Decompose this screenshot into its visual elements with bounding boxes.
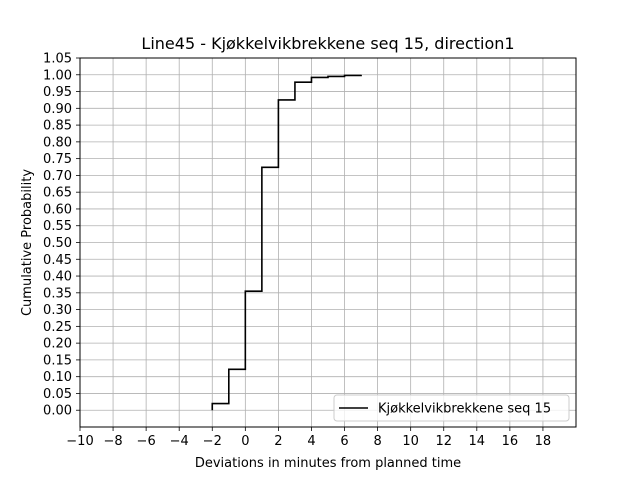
x-tick-label: 4	[307, 434, 315, 449]
legend-box	[333, 394, 570, 422]
series-line	[211, 74, 362, 411]
y-tick-label: 1.05	[43, 52, 72, 67]
chart-title: Line45 - Kjøkkelvikbrekkene seq 15, dire…	[141, 34, 514, 53]
y-tick-label: 0.35	[43, 286, 72, 301]
x-axis-ticks: −10 −8 −6 −4 −2 0 2 4 6 8 10 12 14 16 18	[66, 427, 551, 449]
y-tick-label: 0.20	[43, 337, 72, 352]
x-tick-label: 0	[241, 434, 249, 449]
x-tick-label: −2	[203, 434, 222, 449]
x-axis-label: Deviations in minutes from planned time	[195, 456, 461, 471]
y-tick-label: 0.45	[43, 253, 72, 268]
y-tick-label: 0.55	[43, 219, 72, 234]
y-tick-label: 0.15	[43, 353, 72, 368]
y-tick-label: 1.00	[43, 68, 72, 83]
y-tick-label: 0.90	[43, 102, 72, 117]
y-tick-label: 0.40	[43, 270, 72, 285]
y-tick-label: 0.75	[43, 152, 72, 167]
series-layer	[211, 74, 362, 411]
y-tick-label: 0.00	[43, 404, 72, 419]
x-tick-label: 16	[502, 434, 519, 449]
y-tick-label: 0.60	[43, 202, 72, 217]
y-axis-ticks: 0.00 0.05 0.10 0.150.20 0.25 0.30 0.350.40 0.45…	[43, 52, 80, 419]
y-tick-label: 0.25	[43, 320, 72, 335]
y-tick-label: 0.65	[43, 186, 72, 201]
y-tick-label: 0.50	[43, 236, 72, 251]
y-tick-label: 0.85	[43, 119, 72, 134]
x-tick-label: 8	[373, 434, 381, 449]
x-tick-label: −8	[103, 434, 122, 449]
x-tick-label: −6	[137, 434, 156, 449]
x-tick-label: −10	[66, 434, 93, 449]
legend: Kjøkkelvikbrekkene seq 15	[333, 394, 570, 422]
y-axis-label: Cumulative Probability	[20, 169, 35, 316]
legend-label: Kjøkkelvikbrekkene seq 15	[378, 402, 551, 417]
y-tick-label: 0.80	[43, 135, 72, 150]
y-tick-label: 0.10	[43, 370, 72, 385]
y-tick-label: 0.95	[43, 85, 72, 100]
x-tick-label: 14	[469, 434, 486, 449]
y-tick-label: 0.30	[43, 303, 72, 318]
x-tick-label: 12	[435, 434, 452, 449]
y-tick-label: 0.70	[43, 169, 72, 184]
grid-lines	[79, 57, 576, 427]
x-tick-label: 18	[535, 434, 552, 449]
x-tick-label: 6	[340, 434, 348, 449]
x-tick-label: −4	[170, 434, 189, 449]
x-tick-label: 2	[274, 434, 282, 449]
y-tick-label: 0.05	[43, 387, 72, 402]
x-tick-label: 10	[402, 434, 419, 449]
